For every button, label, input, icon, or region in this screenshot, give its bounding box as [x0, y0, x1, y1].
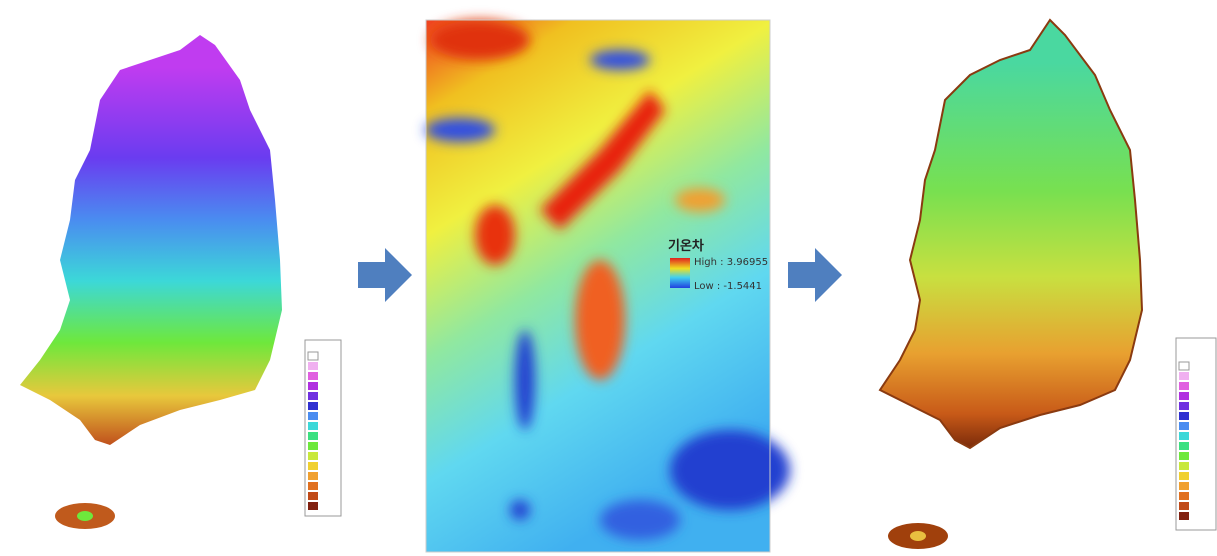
map-left-jeju-center	[77, 511, 93, 521]
map-right	[880, 20, 1142, 448]
legend-bar	[670, 258, 690, 288]
legend-right	[1176, 338, 1216, 530]
arrow	[788, 248, 842, 302]
arrow	[358, 248, 412, 302]
page: 기온차 High : 3.96955 Low : -1.5441 (() => …	[0, 0, 1217, 556]
legend-high: High : 3.96955	[694, 257, 768, 268]
figure: 기온차 High : 3.96955 Low : -1.5441	[0, 0, 1217, 556]
map-right-jeju-center	[910, 531, 926, 541]
map-left	[20, 35, 282, 445]
legend-low: Low : -1.5441	[694, 281, 762, 292]
legend-title: 기온차	[668, 238, 704, 254]
legend-left	[305, 340, 341, 516]
